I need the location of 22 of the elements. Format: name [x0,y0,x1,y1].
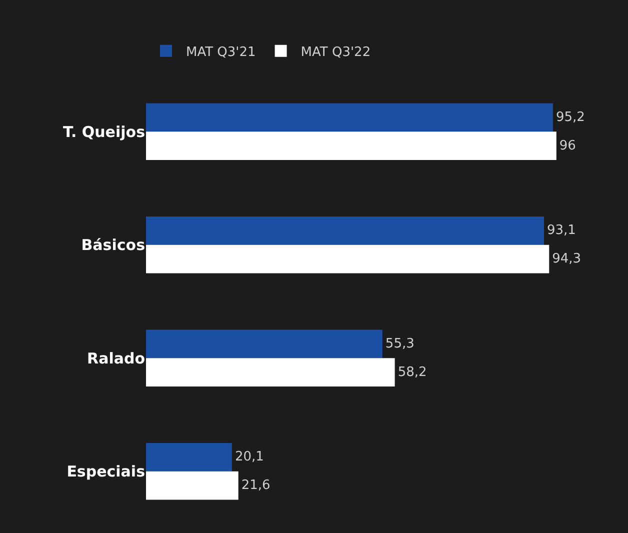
data-label: 20,1 [234,450,264,465]
data-label: 55,3 [385,336,414,352]
y-tick-label: Básicos [81,236,146,254]
bar [146,103,553,132]
data-label: 94,3 [552,252,582,267]
data-label: 21,6 [241,478,270,494]
bar [146,358,395,386]
bar [146,216,544,245]
legend-label: MAT Q3'21 [186,44,256,60]
y-tick-label: T. Queijos [63,122,146,141]
bar [146,330,382,358]
bar [146,244,550,274]
y-tick-label: Ralado [87,349,145,368]
data-label: 95,2 [556,110,585,125]
bar [146,471,238,500]
data-label: 93,1 [547,223,576,238]
y-tick-label: Especiais [66,462,146,481]
bar [146,443,232,472]
bar [146,132,556,160]
legend-label: MAT Q3'22 [300,44,371,60]
data-label: 58,2 [398,364,427,380]
data-label: 96 [559,138,576,154]
